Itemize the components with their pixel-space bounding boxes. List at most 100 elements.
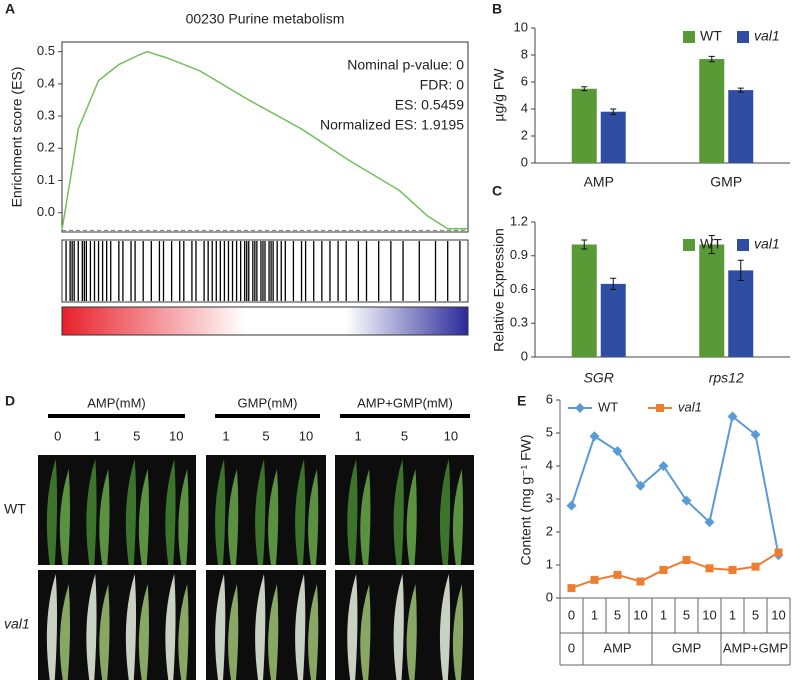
y-tick-label: 0.0 xyxy=(37,204,55,219)
bar xyxy=(728,90,754,163)
point xyxy=(774,548,783,557)
legend-label: WT xyxy=(700,236,722,252)
panel-letter: B xyxy=(492,1,502,17)
group-bar xyxy=(340,414,470,418)
y-tick-label: 0 xyxy=(546,589,553,604)
y-axis-label: Relative Expression xyxy=(491,228,507,352)
group-label: AMP(mM) xyxy=(87,395,146,410)
bar xyxy=(600,111,626,163)
point xyxy=(636,577,645,586)
y-tick-label: 0.9 xyxy=(510,247,528,262)
legend-marker xyxy=(656,404,664,412)
error-bar xyxy=(737,87,744,93)
y-axis-label: Content (mg g⁻¹ FW) xyxy=(518,434,534,565)
group-label: AMP+GMP(mM) xyxy=(357,395,453,410)
point xyxy=(705,564,714,573)
y-tick-label: 8 xyxy=(521,46,528,61)
x-group-label: 0 xyxy=(568,640,575,655)
enrichment-curve xyxy=(61,50,468,230)
leaf xyxy=(406,584,417,680)
x-tick-label: GMP xyxy=(710,174,742,190)
y-tick-label: 0.5 xyxy=(37,43,55,58)
series-line xyxy=(570,414,780,556)
x-tick-label: 1 xyxy=(729,607,736,622)
leaf xyxy=(393,459,404,565)
leaf xyxy=(255,459,266,565)
y-tick-label: 0.3 xyxy=(510,315,528,330)
legend-swatch xyxy=(737,31,749,43)
error-bar xyxy=(581,86,588,92)
x-tick-label: 10 xyxy=(702,607,716,622)
legend-label: val1 xyxy=(754,236,780,252)
y-tick-label: 2 xyxy=(521,127,528,142)
leaf xyxy=(215,574,226,680)
dose-label: 5 xyxy=(262,428,269,443)
point xyxy=(658,461,669,471)
x-group-label: AMP+GMP xyxy=(723,640,788,655)
y-tick-label: 3 xyxy=(546,490,553,505)
dose-label: 10 xyxy=(169,428,183,443)
dose-label: 0 xyxy=(54,428,61,443)
y-tick-label: 1 xyxy=(546,556,553,571)
hit-frame xyxy=(61,239,469,303)
legend-label: val1 xyxy=(678,399,702,414)
legend-label: val1 xyxy=(754,28,780,44)
y-tick-label: 2 xyxy=(546,523,553,538)
error-bar xyxy=(610,108,617,115)
leaf xyxy=(125,574,137,680)
annotation: Normalized ES: 1.9195 xyxy=(320,117,464,133)
error-bar xyxy=(737,259,744,281)
y-tick-label: 1.2 xyxy=(510,213,528,228)
point xyxy=(681,495,692,506)
leaf xyxy=(138,469,150,565)
y-tick-label: 4 xyxy=(546,457,553,472)
panel-letter: E xyxy=(517,393,526,409)
plot-frame xyxy=(61,41,469,233)
x-tick-label: 1 xyxy=(591,607,598,622)
y-tick-label: 0.6 xyxy=(510,281,528,296)
x-tick-label: 5 xyxy=(614,607,621,622)
group-bar xyxy=(215,414,320,418)
bar xyxy=(600,283,626,357)
point xyxy=(659,565,668,574)
y-axis-label: Enrichment score (ES) xyxy=(9,67,25,208)
y-tick-label: 0.1 xyxy=(37,172,55,187)
leaf xyxy=(228,469,239,565)
panel-letter: A xyxy=(5,1,15,17)
x-group-label: AMP xyxy=(603,640,631,655)
y-axis-label: µg/g FW xyxy=(491,68,507,122)
annotation: ES: 0.5459 xyxy=(395,97,464,113)
point xyxy=(566,500,577,511)
legend-swatch xyxy=(683,31,695,43)
x-tick-label: 10 xyxy=(771,607,785,622)
leaf xyxy=(86,459,97,565)
leaf xyxy=(295,459,306,565)
bar xyxy=(571,88,597,163)
point xyxy=(635,480,646,491)
leaf xyxy=(125,459,137,565)
dose-label: 1 xyxy=(94,428,101,443)
point xyxy=(567,584,576,593)
point xyxy=(589,431,600,442)
error-bar xyxy=(610,277,617,290)
error-bar xyxy=(708,55,715,63)
leaf xyxy=(308,584,319,680)
chart-title: 00230 Purine metabolism xyxy=(186,11,345,27)
leaf xyxy=(308,469,319,565)
row-label: WT xyxy=(4,501,26,517)
legend-label: WT xyxy=(700,28,722,44)
leaf xyxy=(268,469,279,565)
panel-letter: C xyxy=(492,183,502,199)
rank-gradient xyxy=(61,306,469,336)
leaf xyxy=(86,574,97,680)
x-tick-label: 5 xyxy=(683,607,690,622)
series-line xyxy=(571,551,780,590)
point xyxy=(612,446,623,457)
x-tick-label: 1 xyxy=(660,607,667,622)
leaf xyxy=(347,574,358,680)
point xyxy=(727,411,738,422)
x-tick-label: rps12 xyxy=(709,370,744,386)
photo xyxy=(335,570,474,680)
annotation: Nominal p-value: 0 xyxy=(347,57,464,73)
leaf xyxy=(99,584,110,680)
